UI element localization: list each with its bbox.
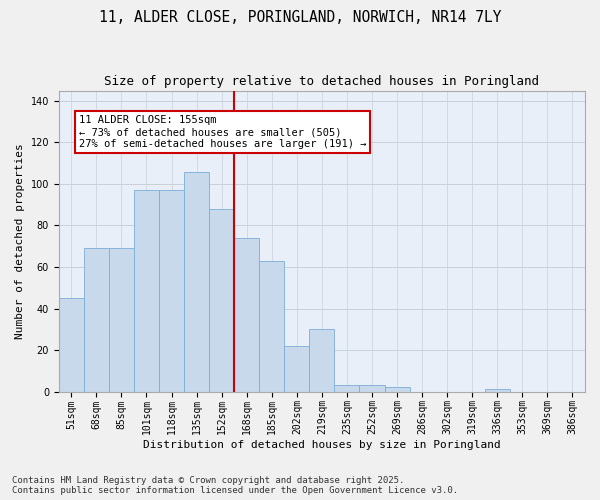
Bar bbox=[109, 248, 134, 392]
Bar bbox=[259, 261, 284, 392]
Bar bbox=[184, 172, 209, 392]
Bar bbox=[485, 390, 510, 392]
X-axis label: Distribution of detached houses by size in Poringland: Distribution of detached houses by size … bbox=[143, 440, 501, 450]
Bar bbox=[359, 386, 385, 392]
Text: 11, ALDER CLOSE, PORINGLAND, NORWICH, NR14 7LY: 11, ALDER CLOSE, PORINGLAND, NORWICH, NR… bbox=[99, 10, 501, 25]
Bar bbox=[385, 388, 410, 392]
Bar bbox=[59, 298, 84, 392]
Bar bbox=[134, 190, 159, 392]
Y-axis label: Number of detached properties: Number of detached properties bbox=[15, 143, 25, 339]
Bar bbox=[234, 238, 259, 392]
Bar bbox=[284, 346, 310, 392]
Title: Size of property relative to detached houses in Poringland: Size of property relative to detached ho… bbox=[104, 75, 539, 88]
Bar bbox=[209, 209, 234, 392]
Bar bbox=[84, 248, 109, 392]
Bar bbox=[334, 386, 359, 392]
Text: 11 ALDER CLOSE: 155sqm
← 73% of detached houses are smaller (505)
27% of semi-de: 11 ALDER CLOSE: 155sqm ← 73% of detached… bbox=[79, 116, 367, 148]
Text: Contains HM Land Registry data © Crown copyright and database right 2025.
Contai: Contains HM Land Registry data © Crown c… bbox=[12, 476, 458, 495]
Bar bbox=[159, 190, 184, 392]
Bar bbox=[310, 330, 334, 392]
